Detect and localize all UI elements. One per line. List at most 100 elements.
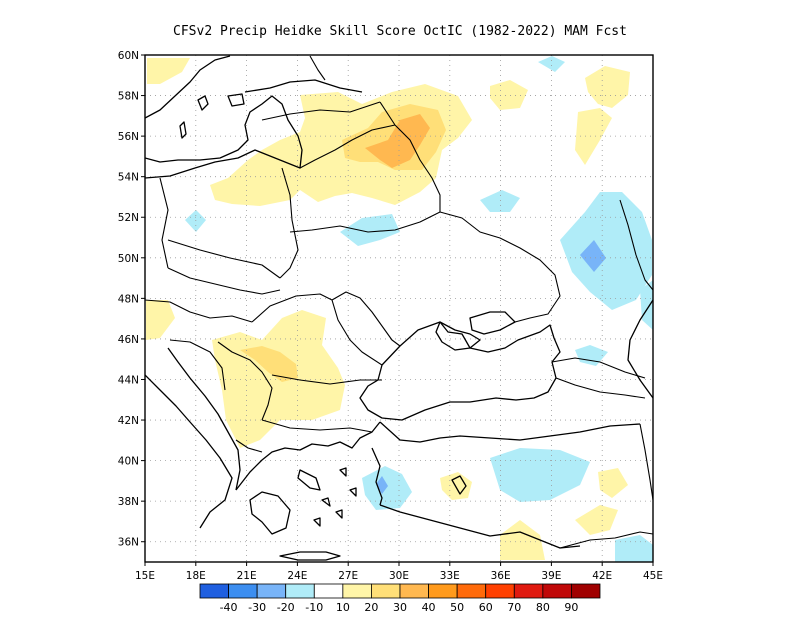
lon-tick-label: 45E [643, 570, 663, 582]
colorbar-swatch [228, 583, 258, 599]
map-title: CFSv2 Precip Heidke Skill Score OctIC (1… [173, 24, 627, 39]
border-bosnia-croatia [169, 339, 226, 391]
lat-tick-label: 60N [118, 50, 139, 62]
lat-tick-label: 36N [118, 537, 139, 549]
lat-tick-label: 46N [118, 334, 139, 346]
turkey-west-coastline [371, 447, 383, 506]
colorbar-label: 80 [536, 601, 550, 614]
lon-tick-label: 39E [541, 570, 561, 582]
colorbar-swatch [571, 583, 601, 599]
positive-skill-area-north [490, 80, 528, 110]
lat-tick-label: 48N [118, 293, 139, 305]
colorbar-swatch [313, 583, 344, 599]
border-bulgaria-greece [261, 419, 373, 433]
border-finland-russia [309, 55, 326, 81]
lat-tick-label: 56N [118, 131, 139, 143]
colorbar-swatch [513, 583, 544, 599]
lon-tick-label: 30E [389, 570, 409, 582]
colorbar-swatch [485, 583, 515, 599]
border-turkey-syria [559, 531, 653, 549]
border-turkey-georgia [555, 377, 646, 399]
negative-skill-area-se-corner [615, 535, 653, 562]
colorbar-swatch [399, 583, 429, 599]
border-russia-georgia [551, 357, 646, 379]
gotland-island [197, 95, 209, 111]
lat-tick-label: 54N [118, 172, 139, 184]
lat-tick-label: 44N [118, 374, 139, 386]
negative-skill-area-turkey-e [490, 448, 590, 502]
lon-tick-label: 15E [135, 570, 155, 582]
lon-tick-label: 36E [491, 570, 511, 582]
border-turkey-iran [639, 423, 653, 501]
colorbar-swatch [199, 583, 229, 599]
border-albania-greece [235, 439, 263, 453]
lat-tick-label: 58N [118, 91, 139, 103]
positive-skill-area-se [500, 520, 545, 560]
positive-skill-area-nw [147, 58, 190, 84]
positive-skill-area-russia-ne [585, 66, 630, 108]
colorbar-label: 60 [479, 601, 493, 614]
lon-tick-label: 27E [338, 570, 358, 582]
border-poland-east [279, 167, 299, 279]
crimea-coastline [435, 321, 481, 351]
negative-skill-area-east-edge [640, 280, 653, 330]
peloponnese-coastline [249, 491, 291, 535]
border-latvia-estonia [261, 101, 381, 121]
negative-skill-area-ukraine-e [480, 190, 520, 212]
latitude-labels: 36N 38N 40N 42N 44N 46N 48N 50N 52N 54N 56N 58N 60N [118, 50, 145, 549]
border-germany-poland [159, 177, 169, 269]
oland-island [179, 121, 187, 139]
border-poland-south [167, 239, 281, 279]
colorbar-swatch [456, 583, 487, 599]
turkey-south-coastline [379, 504, 581, 549]
positive-skill-area-se2 [575, 505, 618, 535]
colorbar-label: -30 [248, 601, 266, 614]
border-russia-latvia [379, 101, 396, 126]
border-belarus-south [289, 211, 441, 233]
border-belarus-east [394, 124, 441, 212]
border-romania-bulgaria [271, 374, 382, 385]
lon-tick-label: 21E [237, 570, 257, 582]
crete-island [279, 551, 341, 561]
colorbar-swatch [256, 583, 287, 599]
negative-skill-area-north-e [538, 56, 565, 72]
caspian-coastline [627, 299, 653, 399]
saaremaa-island [227, 93, 245, 107]
negative-skill-area-caucasus [575, 345, 608, 366]
longitude-labels: 15E 18E 21E 24E 27E 30E 33E 36E 39E 42E 45E [135, 562, 663, 582]
turkey-coastline [379, 421, 641, 443]
negative-skill-area-aegean-core [376, 476, 388, 494]
greece-coastline [235, 421, 381, 491]
lat-tick-label: 38N [118, 496, 139, 508]
black-sea-coastline [359, 321, 561, 421]
lat-tick-label: 52N [118, 212, 139, 224]
colorbar-swatch [342, 583, 372, 599]
colorbar-label: 90 [564, 601, 578, 614]
border-ukraine-russia [439, 211, 561, 323]
colorbar-label: -40 [220, 601, 238, 614]
border-baltic-states [299, 124, 396, 169]
colorbar-label: -10 [305, 601, 323, 614]
positive-skill-area-alps [146, 300, 175, 340]
positive-skill-area-east [575, 108, 612, 165]
colorbar-label: 30 [393, 601, 407, 614]
colorbar-label: 20 [364, 601, 378, 614]
euboea-island [297, 469, 321, 491]
colorbar-label: 10 [336, 601, 350, 614]
skill-shading [146, 56, 653, 562]
colorbar-label: 70 [507, 601, 521, 614]
border-ukraine-moldova [331, 291, 401, 347]
positive-skill-area-se3 [598, 468, 628, 498]
italy-coastline [145, 374, 233, 529]
lat-tick-label: 42N [118, 415, 139, 427]
border-czech-slovakia [167, 267, 281, 295]
adriatic-coastline [167, 347, 241, 491]
lon-tick-label: 42E [592, 570, 612, 582]
baltic-coastline [145, 95, 303, 179]
lat-tick-label: 40N [118, 456, 139, 468]
colorbar-swatch [542, 583, 572, 599]
border-russia-kazakhstan [619, 199, 653, 291]
negative-skill-area-ukraine [340, 214, 400, 246]
scandinavia-coastline [145, 55, 231, 119]
